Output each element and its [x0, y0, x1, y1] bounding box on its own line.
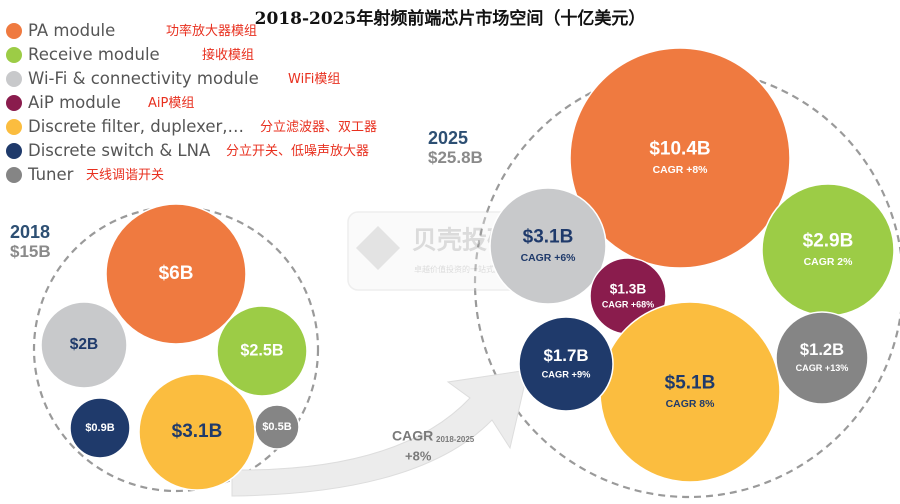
bubble-2018-pa	[105, 203, 247, 345]
bubble-2025-pa	[569, 47, 791, 269]
legend-label-zh: WiFi模组	[288, 72, 341, 87]
watermark-subtext: 卓越价值投资的一站式服务	[414, 264, 510, 274]
value-label-2025-filter: $5.1B	[665, 372, 716, 393]
bubble-2025-wifi	[489, 187, 607, 305]
value-label-2025-tuner: $1.2B	[800, 340, 844, 359]
legend-swatch-aip	[6, 95, 22, 111]
bubble-2018-receive	[216, 305, 308, 397]
bubble-2018-wifi	[40, 301, 128, 389]
legend-label-zh: AiP模组	[148, 96, 195, 111]
legend-swatch-switch	[6, 143, 22, 159]
value-label-2018-tuner: $0.5B	[262, 421, 291, 433]
cagr-label-2025-wifi: CAGR +6%	[521, 253, 576, 264]
bubble-2018-switch	[69, 397, 131, 459]
overall-cagr-label: CAGR	[392, 428, 433, 444]
legend-label-en: AiP module	[28, 93, 121, 112]
value-label-2018-switch: $0.9B	[85, 422, 114, 434]
value-label-2025-wifi: $3.1B	[523, 226, 574, 247]
legend-label-en: Tuner	[28, 165, 74, 184]
bubble-2025-tuner	[775, 311, 869, 405]
legend-swatch-tuner	[6, 167, 22, 183]
legend-label-zh: 功率放大器模组	[166, 24, 258, 39]
value-label-2025-receive: $2.9B	[803, 230, 854, 251]
year-2018-header: 2018 $15B	[10, 222, 51, 262]
value-label-2025-pa: $10.4B	[649, 138, 710, 159]
cagr-label-2025-switch: CAGR +9%	[542, 369, 592, 379]
cagr-label-2025-receive: CAGR 2%	[804, 257, 853, 268]
legend-swatch-filter	[6, 119, 22, 135]
cagr-label-2025-aip: CAGR +68%	[602, 299, 654, 309]
legend-label-en: PA module	[28, 21, 116, 40]
legend-swatch-pa	[6, 23, 22, 39]
total-label: $15B	[10, 242, 51, 261]
value-label-2018-wifi: $2B	[70, 336, 98, 353]
overall-cagr-value: +8%	[405, 448, 432, 463]
legend-label-en: Discrete switch & LNA	[28, 141, 211, 160]
cagr-label-2025-pa: CAGR +8%	[653, 165, 708, 176]
legend-label-zh: 分立滤波器、双工器	[260, 120, 378, 135]
value-label-2018-pa: $6B	[159, 263, 194, 284]
legend-label-zh: 天线调谐开关	[86, 168, 165, 183]
cagr-label-2025-tuner: CAGR +13%	[796, 363, 849, 373]
bubble-2018-tuner	[254, 404, 300, 450]
legend-label-zh: 分立开关、低噪声放大器	[226, 144, 370, 159]
value-label-2025-switch: $1.7B	[543, 346, 588, 365]
overall-cagr-period: 2018-2025	[436, 435, 475, 444]
value-label-2018-filter: $3.1B	[172, 421, 223, 442]
group-2018-outline	[32, 205, 320, 493]
year-2025-header: 2025 $25.8B	[428, 128, 483, 168]
legend-label-en: Wi-Fi & connectivity module	[28, 69, 259, 88]
legend-label-en: Discrete filter, duplexer,…	[28, 117, 245, 136]
cagr-label-2025-filter: CAGR 8%	[666, 399, 715, 410]
legend-swatch-receive	[6, 47, 22, 63]
value-label-2025-aip: $1.3B	[610, 281, 647, 296]
year-label: 2025	[428, 128, 469, 148]
legend-swatch-wifi	[6, 71, 22, 87]
legend-label-en: Receive module	[28, 45, 160, 64]
watermark-logo-icon	[356, 226, 400, 270]
bubble-2025-switch	[518, 316, 614, 412]
legend-label-zh: 接收模组	[202, 48, 255, 63]
value-label-2018-receive: $2.5B	[240, 341, 283, 359]
total-label: $25.8B	[428, 148, 483, 167]
growth-arrow	[231, 369, 529, 497]
year-label: 2018	[10, 222, 51, 242]
chart-title: 2018-2025年射频前端芯片市场空间（十亿美元）	[254, 9, 646, 29]
